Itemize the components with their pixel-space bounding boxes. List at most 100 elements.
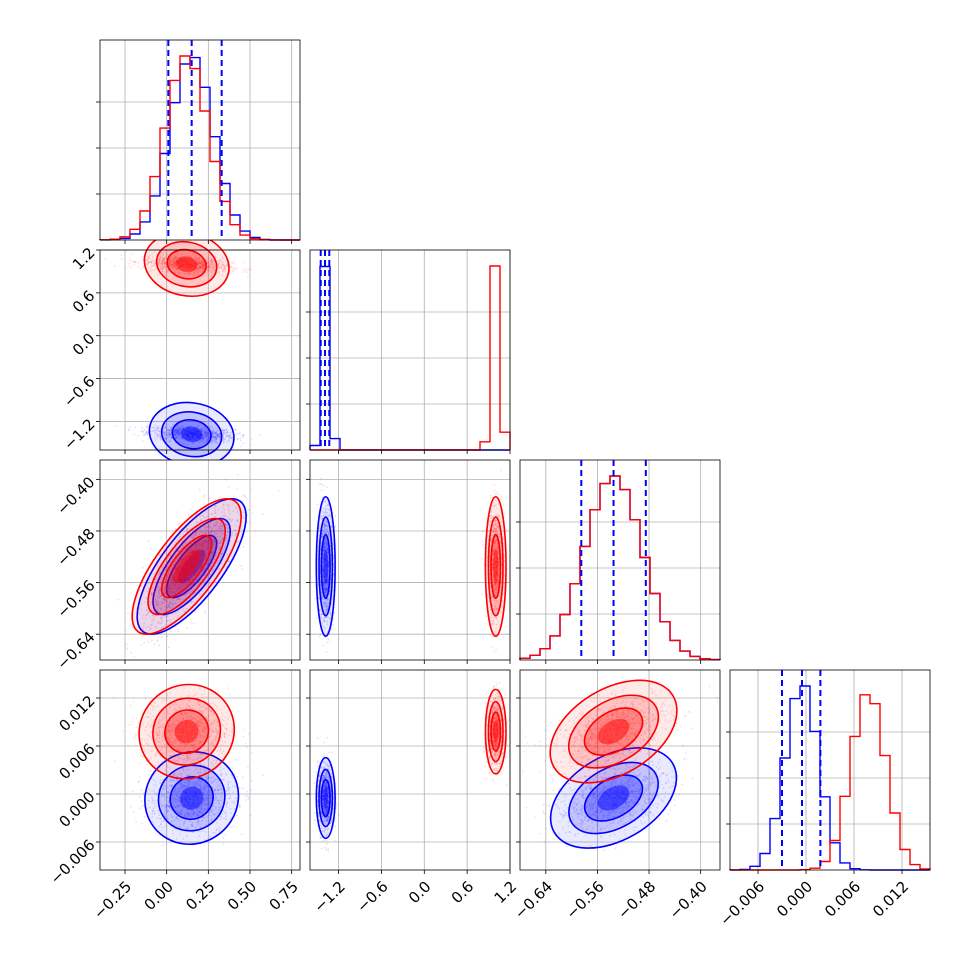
scatter-point xyxy=(192,437,195,439)
scatter-point xyxy=(208,433,211,436)
scatter-point xyxy=(177,435,180,437)
scatter-point xyxy=(157,434,160,437)
scatter-point xyxy=(115,425,118,427)
scatter-point xyxy=(178,428,181,431)
panel-background xyxy=(100,250,300,450)
scatter-point xyxy=(495,636,497,639)
scatter-point xyxy=(113,265,116,268)
scatter-point xyxy=(192,431,195,434)
scatter-point xyxy=(242,271,245,273)
scatter-point xyxy=(145,425,148,428)
scatter-point xyxy=(217,433,220,436)
scatter-point xyxy=(188,435,191,438)
scatter-point xyxy=(192,430,195,432)
scatter-point xyxy=(212,432,214,435)
scatter-point xyxy=(481,540,484,542)
scatter-point xyxy=(329,640,331,643)
scatter-point xyxy=(186,435,189,437)
scatter-point xyxy=(196,430,199,433)
scatter-point xyxy=(186,430,189,433)
scatter-point xyxy=(141,266,144,268)
scatter-point xyxy=(218,496,221,498)
scatter-point xyxy=(485,615,488,618)
scatter-point xyxy=(180,432,182,434)
scatter-point xyxy=(201,439,204,442)
scatter-point xyxy=(208,436,211,439)
scatter-point xyxy=(236,432,238,435)
scatter-point xyxy=(126,643,128,646)
scatter-point xyxy=(190,429,193,432)
scatter-point xyxy=(178,434,180,436)
scatter-point xyxy=(174,428,177,431)
scatter-point xyxy=(235,434,237,437)
scatter-point xyxy=(120,257,123,260)
scatter-point xyxy=(278,489,281,492)
scatter-point xyxy=(188,435,191,438)
scatter-point xyxy=(181,436,184,439)
scatter-point xyxy=(185,432,188,435)
scatter-point xyxy=(169,433,172,436)
scatter-point xyxy=(241,434,244,437)
scatter-point xyxy=(194,433,197,436)
scatter-point xyxy=(231,261,234,264)
scatter-point xyxy=(204,432,206,434)
scatter-point xyxy=(182,425,185,428)
scatter-point xyxy=(174,429,176,432)
scatter-point xyxy=(173,432,176,435)
scatter-point xyxy=(208,497,211,500)
scatter-point xyxy=(202,503,205,506)
scatter-point xyxy=(163,433,166,436)
scatter-point xyxy=(196,432,199,435)
scatter-point xyxy=(262,512,265,515)
scatter-point xyxy=(182,431,185,434)
scatter-point xyxy=(234,428,237,430)
scatter-point xyxy=(165,430,167,433)
scatter-point xyxy=(213,431,216,434)
scatter-point xyxy=(491,646,494,649)
scatter-point xyxy=(222,435,225,438)
scatter-point xyxy=(316,503,319,506)
scatter-point xyxy=(315,616,318,619)
scatter-point xyxy=(206,440,209,442)
scatter-point xyxy=(147,425,149,428)
scatter-point xyxy=(211,440,214,442)
scatter-point xyxy=(232,268,235,271)
scatter-point xyxy=(197,433,200,436)
scatter-point xyxy=(250,437,253,440)
scatter-point xyxy=(176,430,179,432)
scatter-point xyxy=(230,436,233,439)
scatter-point xyxy=(143,434,146,436)
scatter-point xyxy=(170,630,173,633)
scatter-point xyxy=(211,436,214,439)
scatter-point xyxy=(153,431,156,434)
scatter-point xyxy=(187,429,190,432)
scatter-point xyxy=(139,267,142,270)
scatter-point xyxy=(204,610,207,612)
scatter-point xyxy=(175,428,178,430)
scatter-point xyxy=(145,431,148,433)
scatter-point xyxy=(176,430,179,433)
scatter-point xyxy=(133,264,135,266)
scatter-point xyxy=(155,432,158,435)
scatter-point xyxy=(175,437,178,439)
scatter-point xyxy=(192,435,194,437)
scatter-point xyxy=(249,444,252,446)
scatter-point xyxy=(147,438,150,440)
scatter-point xyxy=(189,437,191,440)
scatter-point xyxy=(125,629,127,632)
scatter-point xyxy=(502,636,505,638)
scatter-point xyxy=(244,520,247,523)
scatter-point xyxy=(250,521,252,524)
scatter-point xyxy=(188,513,190,515)
scatter-point xyxy=(186,435,189,437)
scatter-point xyxy=(320,483,323,486)
scatter-point xyxy=(187,436,190,438)
scatter-point xyxy=(212,435,215,437)
scatter-point xyxy=(200,434,203,436)
scatter-point xyxy=(206,433,208,435)
scatter-point xyxy=(201,437,204,440)
scatter-point xyxy=(213,435,216,438)
scatter-point xyxy=(205,431,208,434)
scatter-point xyxy=(198,488,201,491)
scatter-point xyxy=(192,622,195,625)
